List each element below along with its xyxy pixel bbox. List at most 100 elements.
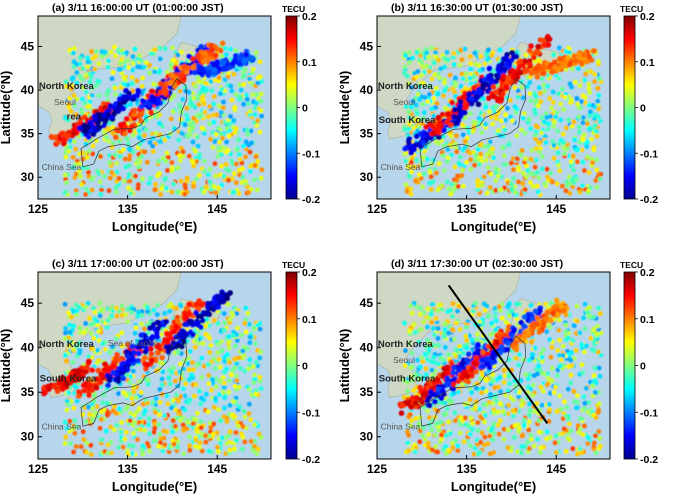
- data-point: [209, 88, 215, 94]
- data-point: [188, 318, 194, 325]
- data-point: [536, 103, 541, 109]
- data-point: [456, 304, 462, 309]
- data-point: [448, 122, 454, 128]
- data-point: [588, 335, 594, 341]
- data-point: [473, 152, 478, 158]
- data-point: [64, 426, 70, 431]
- data-point: [162, 311, 168, 316]
- data-point: [568, 357, 574, 363]
- data-point: [211, 421, 217, 427]
- y-tick-label: 35: [360, 127, 374, 141]
- data-point: [218, 110, 224, 115]
- data-point: [539, 115, 545, 120]
- data-point: [221, 327, 226, 333]
- data-point: [241, 82, 247, 87]
- data-point: [151, 307, 157, 313]
- data-point: [85, 404, 91, 410]
- data-point: [95, 78, 101, 84]
- data-point: [537, 149, 542, 155]
- data-point: [441, 134, 446, 140]
- data-point: [77, 55, 83, 61]
- data-point: [459, 110, 465, 117]
- data-point: [535, 170, 540, 175]
- data-point: [130, 451, 135, 457]
- data-point: [133, 173, 138, 179]
- data-point: [515, 449, 520, 455]
- data-point: [516, 352, 522, 358]
- data-point: [539, 130, 544, 136]
- data-point: [119, 366, 126, 372]
- data-point: [473, 120, 478, 126]
- data-point: [219, 54, 225, 59]
- data-point: [94, 360, 100, 366]
- data-point: [117, 61, 123, 66]
- data-point: [488, 171, 494, 177]
- data-point: [575, 101, 581, 107]
- data-point: [71, 449, 76, 455]
- data-point: [205, 55, 211, 62]
- data-point: [206, 114, 212, 119]
- data-point: [227, 121, 232, 127]
- data-point: [442, 334, 447, 340]
- data-point: [497, 47, 503, 53]
- data-point: [148, 175, 154, 181]
- data-point: [67, 96, 72, 102]
- data-point: [201, 101, 207, 107]
- data-point: [435, 187, 441, 193]
- data-point: [407, 174, 412, 179]
- data-point: [161, 89, 168, 96]
- data-point: [432, 72, 438, 77]
- data-point: [573, 348, 579, 353]
- data-point: [195, 53, 202, 59]
- data-point: [553, 114, 558, 120]
- data-point: [248, 164, 254, 169]
- data-point: [485, 314, 491, 319]
- data-point: [207, 336, 212, 341]
- data-point: [229, 97, 235, 103]
- data-point: [406, 109, 411, 115]
- data-point: [409, 310, 415, 316]
- data-point: [241, 409, 247, 414]
- data-point: [548, 390, 553, 396]
- y-tick-label: 45: [21, 40, 35, 54]
- data-point: [576, 114, 582, 120]
- data-point: [551, 390, 557, 395]
- data-point: [211, 356, 217, 362]
- data-point: [236, 55, 243, 62]
- data-point: [214, 131, 219, 137]
- data-point: [580, 370, 586, 376]
- data-point: [471, 451, 477, 457]
- data-point: [505, 76, 512, 82]
- data-point: [60, 374, 66, 381]
- data-point: [508, 114, 513, 120]
- data-point: [439, 307, 444, 312]
- data-point: [125, 319, 131, 325]
- data-point: [402, 64, 408, 70]
- data-point: [185, 361, 191, 366]
- data-point: [70, 359, 76, 365]
- data-point: [187, 69, 194, 75]
- data-point: [73, 444, 79, 449]
- data-point: [586, 86, 592, 91]
- data-point: [592, 390, 598, 395]
- x-tick-label: 145: [546, 202, 566, 216]
- data-point: [165, 168, 171, 173]
- data-point: [208, 79, 214, 85]
- data-point: [408, 303, 414, 309]
- data-point: [508, 395, 514, 400]
- japan-coastline: [80, 335, 188, 427]
- data-point: [64, 407, 70, 413]
- data-point: [75, 377, 82, 383]
- data-point: [201, 189, 207, 195]
- data-point: [563, 49, 569, 54]
- data-point: [146, 416, 152, 422]
- data-point: [541, 371, 547, 377]
- data-point: [463, 104, 469, 111]
- data-point: [137, 344, 143, 350]
- data-point: [144, 361, 151, 368]
- data-point: [120, 147, 126, 153]
- data-point: [421, 425, 426, 431]
- data-point: [208, 343, 214, 348]
- data-point: [568, 159, 574, 165]
- data-point: [500, 145, 505, 151]
